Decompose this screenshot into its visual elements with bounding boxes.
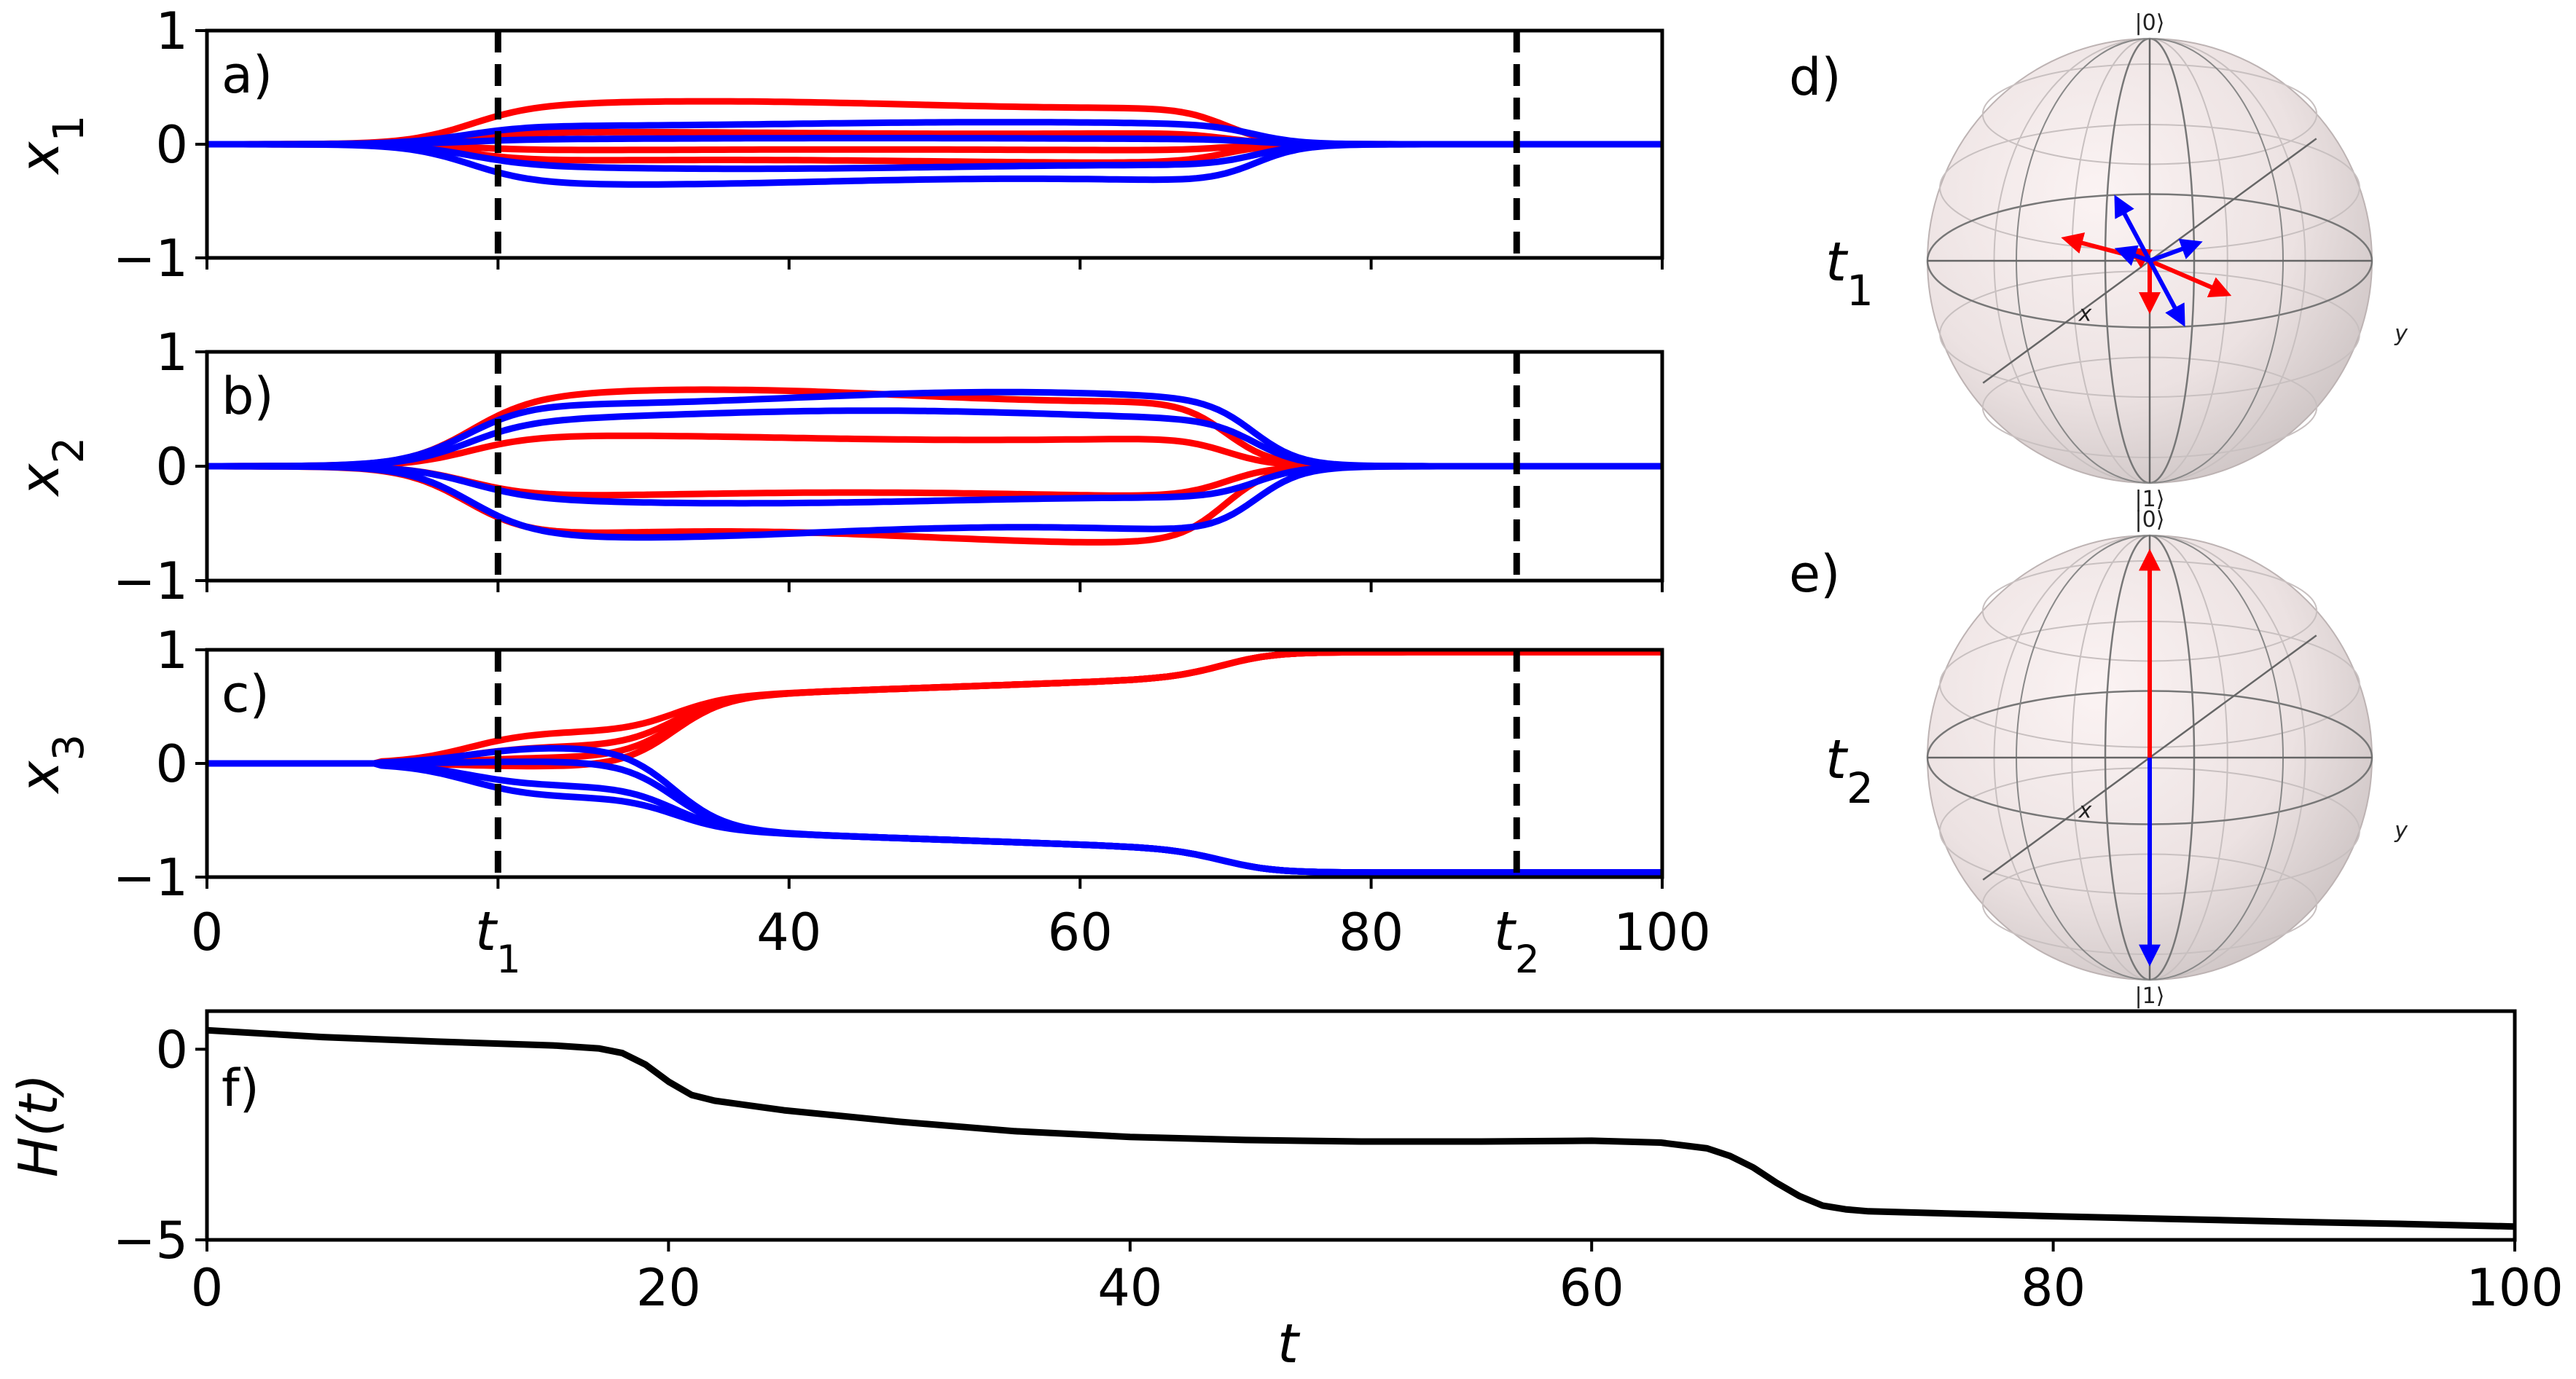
time-label: t1 — [1825, 231, 1874, 315]
panel-c: 10−1c)x30 t1 40 60 80 t2 100 — [9, 621, 1711, 982]
panel-a: 1 0 −1 a) x1 — [9, 1, 1664, 288]
y-axis-label: x3 — [9, 734, 93, 795]
y-axis-label: x1 — [9, 115, 93, 176]
x-tick-label: 60 — [1048, 903, 1113, 962]
y-tick-label: 0 — [155, 734, 188, 794]
y-axis-name: y — [2394, 321, 2408, 347]
y-tick-label: 0 — [155, 1020, 188, 1080]
bloch-sphere-d: |0⟩ |1⟩ x y d) t1 — [1789, 10, 2408, 512]
ket0-label: |0⟩ — [2135, 507, 2165, 533]
x-tick-label: 80 — [2021, 1258, 2086, 1318]
panel-label: a) — [222, 45, 273, 105]
x-tick-label: t1 — [475, 900, 521, 982]
series-line-8 — [207, 760, 1662, 876]
ket1-label: |1⟩ — [2135, 487, 2165, 512]
y-tick-label: −5 — [113, 1211, 188, 1270]
series-line-6 — [207, 758, 1662, 876]
y-tick-label: −1 — [113, 229, 188, 288]
x-tick-label: 60 — [1559, 1258, 1624, 1318]
time-label: t2 — [1825, 728, 1874, 813]
series-line-7 — [207, 760, 1662, 876]
y-tick-label: 1 — [155, 621, 188, 680]
state-arrow-6 — [2148, 238, 2203, 263]
state-arrow-7 — [2148, 259, 2185, 327]
bloch-spheres-layer: |0⟩|1⟩xyd)t1|0⟩|1⟩xye)t2 — [1789, 10, 2408, 1009]
series-line-4 — [207, 648, 1662, 770]
series-line-2 — [207, 648, 1662, 767]
series-line-1 — [207, 648, 1662, 767]
panel-label: e) — [1789, 544, 1840, 604]
y-axis-label: x2 — [9, 437, 93, 498]
state-arrow-2 — [2148, 259, 2232, 298]
axes-frame — [205, 1009, 2517, 1242]
bloch-sphere-e: |0⟩ |1⟩ x y e) t2 — [1789, 507, 2408, 1009]
x-tick-label: 20 — [636, 1258, 701, 1318]
x-tick-label: t2 — [1494, 900, 1540, 982]
y-axis-label: H(t) — [7, 1074, 70, 1177]
y-tick-label: −1 — [113, 848, 188, 908]
x-tick-label: 0 — [191, 1258, 224, 1318]
y-tick-label: 0 — [155, 437, 188, 497]
state-arrow-8 — [2114, 245, 2151, 266]
x-tick-label: 0 — [191, 903, 224, 962]
panel-label: d) — [1789, 47, 1841, 107]
y-tick-label: −1 — [113, 551, 188, 611]
x-axis-name: x — [2078, 798, 2092, 823]
series-line-energy — [206, 1026, 2516, 1230]
y-tick-label: 1 — [155, 1, 188, 61]
series-line-3 — [207, 648, 1662, 767]
ket0-label: |0⟩ — [2135, 10, 2165, 36]
x-tick-label: 100 — [2466, 1258, 2564, 1318]
x-tick-label: 40 — [1097, 1258, 1162, 1318]
x-axis-name: x — [2078, 301, 2092, 326]
panel-label: b) — [222, 366, 274, 426]
x-tick-label: 100 — [1613, 903, 1711, 962]
series-line-8 — [207, 463, 1662, 541]
series-line-8 — [207, 141, 1662, 188]
x-axis-label: t — [1277, 1313, 1301, 1375]
ket1-label: |1⟩ — [2135, 983, 2165, 1009]
panel-label: c) — [222, 664, 270, 724]
panel-b: 1 0 −1 b) x2 — [9, 323, 1664, 611]
state-arrow-5 — [2114, 195, 2152, 262]
panel-label: f) — [222, 1058, 259, 1118]
y-tick-label: 1 — [155, 323, 188, 382]
y-tick-label: 0 — [155, 115, 188, 175]
y-axis-name: y — [2394, 818, 2408, 844]
x-tick-label: 80 — [1339, 903, 1404, 962]
x-tick-label: 40 — [756, 903, 821, 962]
